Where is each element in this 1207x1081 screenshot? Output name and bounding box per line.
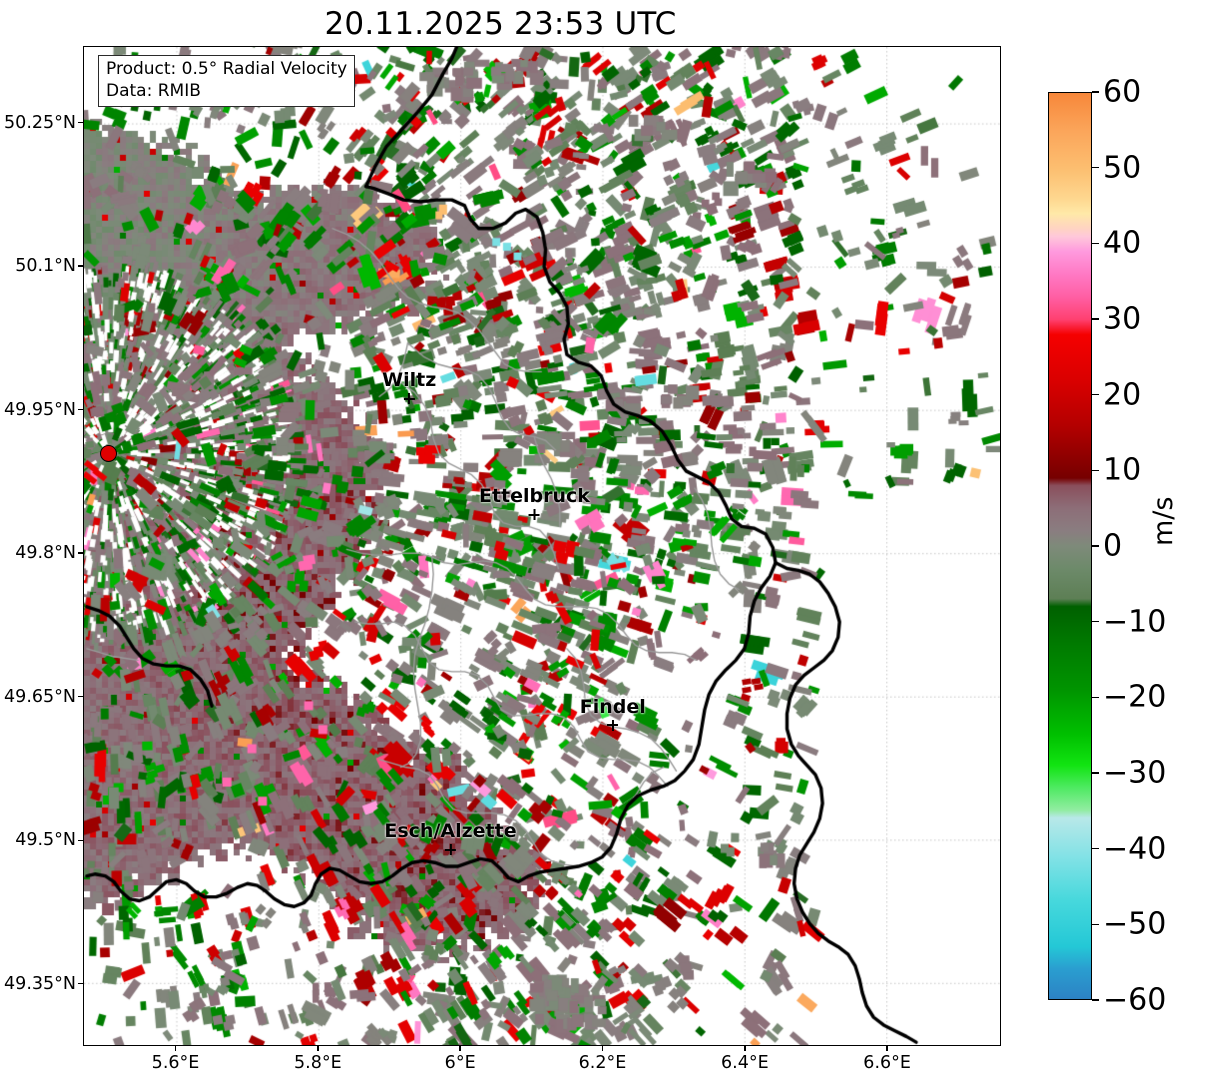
colorbar-unit-label: m/s — [1148, 496, 1179, 546]
colorbar-tick — [1092, 469, 1099, 472]
colorbar-tick — [1092, 393, 1099, 396]
colorbar-tick-label: −40 — [1103, 831, 1167, 867]
longitude-tick-label: 6.2°E — [578, 1053, 627, 1073]
colorbar[interactable] — [1048, 92, 1092, 1000]
colorbar-tick-label: 60 — [1103, 74, 1142, 110]
longitude-tick-label: 5.8°E — [294, 1053, 342, 1073]
latitude-tick-label: 49.65°N — [4, 686, 76, 707]
longitude-tick-mark — [174, 1046, 177, 1051]
longitude-tick-label: 5.6°E — [151, 1053, 200, 1073]
colorbar-tick-label: −20 — [1103, 679, 1167, 715]
latitude-tick-mark — [78, 408, 83, 411]
colorbar-tick-label: −60 — [1103, 982, 1167, 1018]
colorbar-tick-label: −10 — [1103, 604, 1167, 640]
latitude-tick-label: 49.35°N — [4, 973, 76, 994]
map-plot-area[interactable]: Product: 0.5° Radial Velocity Data: RMIB… — [83, 46, 1001, 1046]
longitude-tick-mark — [317, 1046, 319, 1051]
colorbar-tick — [1092, 999, 1099, 1001]
colorbar-gradient — [1049, 93, 1091, 999]
longitude-tick-label: 6.6°E — [863, 1053, 911, 1073]
product-line: Product: 0.5° Radial Velocity — [106, 59, 348, 79]
colorbar-tick-label: 10 — [1103, 452, 1142, 488]
radar-site-marker[interactable] — [100, 445, 118, 463]
latitude-tick-label: 49.8°N — [15, 543, 76, 564]
longitude-tick-mark — [459, 1046, 461, 1051]
colorbar-tick — [1092, 242, 1099, 245]
colorbar-tick-label: 0 — [1103, 528, 1123, 564]
colorbar-tick — [1092, 772, 1099, 774]
colorbar-tick — [1092, 620, 1099, 623]
colorbar-tick — [1092, 847, 1099, 850]
colorbar-tick — [1092, 696, 1099, 699]
radar-echo-canvas — [84, 47, 1000, 1045]
colorbar-tick — [1092, 923, 1099, 926]
latitude-tick-label: 49.5°N — [15, 830, 76, 851]
latitude-tick-label: 50.1°N — [15, 256, 76, 277]
longitude-tick-mark — [744, 1046, 746, 1051]
latitude-tick-label: 49.95°N — [4, 399, 76, 420]
latitude-tick-mark — [78, 552, 83, 554]
colorbar-tick-label: 30 — [1103, 301, 1142, 337]
data-source-line: Data: RMIB — [106, 80, 201, 101]
colorbar-tick-label: 50 — [1103, 150, 1142, 186]
colorbar-tick — [1092, 166, 1099, 169]
product-info-box: Product: 0.5° Radial Velocity Data: RMIB — [98, 55, 356, 108]
colorbar-tick — [1092, 91, 1099, 93]
colorbar-tick — [1092, 545, 1099, 547]
colorbar-tick-label: −30 — [1103, 755, 1167, 791]
longitude-tick-label: 6.4°E — [720, 1053, 769, 1073]
figure-title: 20.11.2025 23:53 UTC — [324, 6, 677, 42]
longitude-tick-label: 6°E — [444, 1053, 476, 1073]
latitude-tick-mark — [78, 696, 83, 698]
longitude-tick-mark — [601, 1046, 604, 1051]
latitude-tick-label: 50.25°N — [4, 112, 76, 133]
latitude-tick-mark — [78, 121, 83, 124]
longitude-tick-mark — [886, 1046, 888, 1051]
colorbar-tick-label: 20 — [1103, 377, 1142, 413]
latitude-tick-mark — [78, 839, 83, 841]
latitude-tick-mark — [78, 983, 83, 985]
latitude-tick-mark — [78, 265, 83, 267]
colorbar-tick-label: −50 — [1103, 906, 1167, 942]
colorbar-tick-label: 40 — [1103, 225, 1142, 261]
colorbar-tick — [1092, 318, 1099, 320]
